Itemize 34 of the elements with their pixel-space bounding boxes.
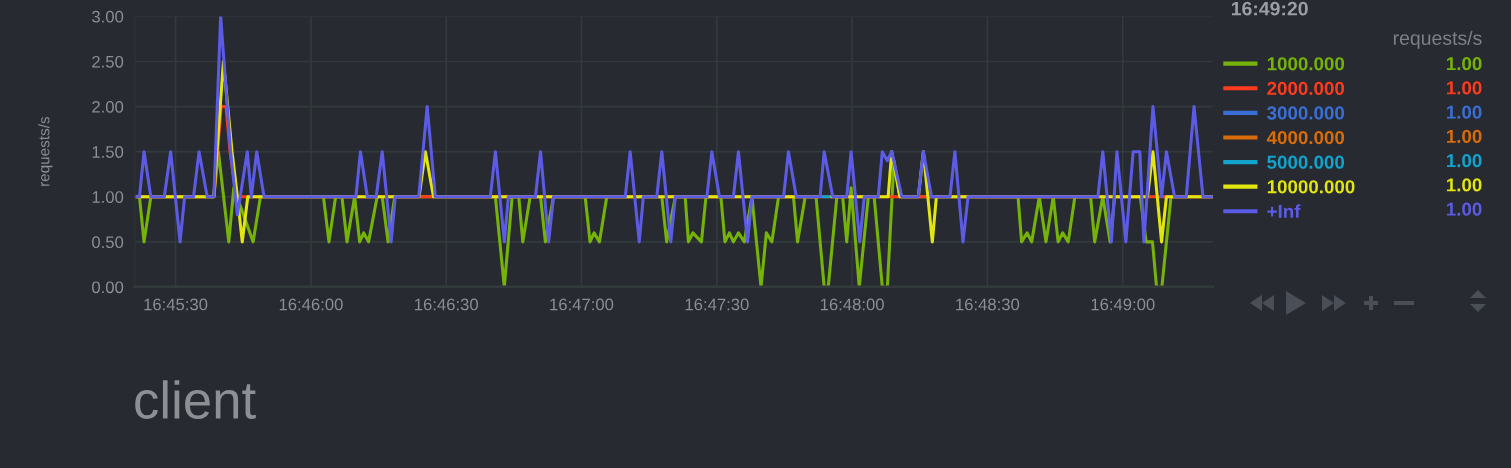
x-tick-label: 16:45:30 (144, 298, 208, 311)
x-tick-label: 16:48:30 (956, 298, 1020, 311)
text: 1.00 (1446, 129, 1482, 144)
legend-label: 3000.000 (1267, 106, 1345, 120)
y-tick-label: 0.00 (92, 281, 124, 294)
x-tick-label: 16:46:00 (279, 298, 343, 311)
x-tick-label: 16:48:00 (820, 298, 884, 311)
x-tick-label: 16:46:30 (415, 298, 478, 311)
legend-label: 10000.000 (1267, 180, 1355, 194)
legend-label: 2000.000 (1267, 81, 1345, 96)
y-tick-label: 2.00 (92, 100, 124, 113)
line-series (134, 16, 1213, 244)
legend-label: 1000.000 (1267, 57, 1345, 71)
x-tick-label: 16:47:00 (550, 298, 614, 311)
text: client (135, 380, 256, 419)
legend-label: +Inf (1267, 204, 1301, 218)
x-tick-label: 16:47:30 (685, 298, 749, 311)
y-axis-title: requests/s (38, 116, 53, 186)
text: 1.00 (1446, 154, 1482, 168)
x-tick-label: 16:49:00 (1091, 298, 1155, 311)
y-tick-label: 1.50 (92, 146, 124, 158)
text: 1.00 (1446, 105, 1482, 119)
text: 1.00 (1446, 178, 1482, 192)
text: 1.00 (1446, 81, 1482, 95)
text: 1.00 (1446, 57, 1482, 71)
text: 16:49:20 (1231, 1, 1308, 16)
text: 1.00 (1446, 202, 1482, 216)
legend-label: 5000.000 (1267, 155, 1345, 169)
y-tick-label: 2.50 (92, 55, 124, 68)
y-tick-label: 1.00 (92, 191, 124, 203)
text: requests/s (1393, 30, 1482, 49)
y-tick-label: 3.00 (92, 10, 124, 23)
legend-label: 4000.000 (1266, 130, 1345, 145)
y-tick-label: 0.50 (92, 236, 124, 249)
